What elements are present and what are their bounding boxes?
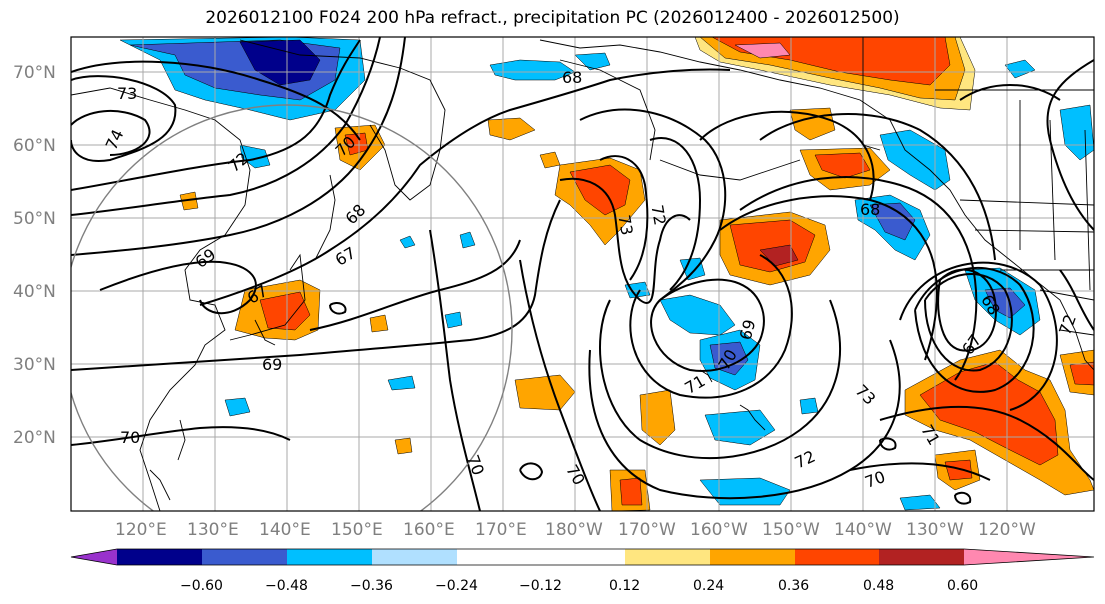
contour-label: 73 (614, 213, 636, 236)
range-circle (71, 104, 513, 511)
colorbar-tick-label: 0.12 (609, 578, 640, 594)
colorbar-tick-label: 0.60 (947, 578, 978, 594)
positive-precipitation-fills (179, 37, 1094, 511)
colorbar-segment (372, 549, 457, 565)
latitude-label: 50°N (13, 209, 56, 229)
colorbar-segment (710, 549, 795, 565)
longitude-label: 130°W (906, 520, 964, 540)
plot-area: 73 74 72 70 68 69 67 67 69 70 70 70 68 7… (71, 37, 1094, 511)
latitude-label: 40°N (13, 282, 56, 302)
longitude-label: 170°E (475, 520, 527, 540)
coastlines (71, 37, 1094, 511)
longitude-label: 150°E (331, 520, 383, 540)
colorbar-segment (117, 549, 202, 565)
colorbar-tick-label: 0.48 (863, 578, 894, 594)
refractivity-contours (71, 37, 1094, 511)
longitude-label: 120°E (115, 520, 167, 540)
map-title: 2026012100 F024 200 hPa refract., precip… (205, 8, 900, 28)
latitude-label: 60°N (13, 136, 56, 156)
latitude-label: 70°N (13, 63, 56, 83)
latitude-label: 30°N (13, 355, 56, 375)
contour-label: 68 (860, 200, 880, 219)
longitude-label: 160°E (403, 520, 455, 540)
longitude-label: 150°W (762, 520, 820, 540)
latitude-labels: 70°N 60°N 50°N 40°N 30°N 20°N (13, 63, 56, 448)
longitude-labels: 120°E 130°E 140°E 150°E 160°E 170°E 180°… (115, 520, 1036, 540)
colorbar-segment (287, 549, 372, 565)
colorbar-segment (879, 549, 964, 565)
contour-label: 73 (117, 84, 137, 103)
contour-label: 70 (120, 428, 140, 447)
contour-label: 69 (262, 355, 282, 374)
colorbar-segment (541, 549, 625, 565)
colorbar-segment (625, 549, 710, 565)
longitude-label: 170°W (618, 520, 676, 540)
colorbar-segment (795, 549, 879, 565)
colorbar-extend-low (71, 549, 117, 565)
longitude-label: 140°E (259, 520, 311, 540)
colorbar-tick-label: −0.60 (180, 578, 223, 594)
longitude-label: 180°W (545, 520, 603, 540)
colorbar-tick-label: 0.36 (778, 578, 809, 594)
longitude-label: 160°W (690, 520, 748, 540)
longitude-label: 130°E (187, 520, 239, 540)
map-frame (70, 36, 1095, 512)
colorbar-tick-label: −0.24 (435, 578, 478, 594)
colorbar-tick-label: −0.12 (519, 578, 562, 594)
contour-label: 69 (736, 317, 760, 342)
longitude-label: 140°W (834, 520, 892, 540)
contour-label: 68 (562, 68, 582, 87)
colorbar-tick-label: −0.48 (265, 578, 308, 594)
latitude-label: 20°N (13, 428, 56, 448)
colorbar-tick-label: 0.24 (693, 578, 724, 594)
colorbar-extend-high (964, 549, 1094, 565)
colorbar-segment (202, 549, 287, 565)
colorbar-segment (457, 549, 541, 565)
colorbar: −0.60 −0.48 −0.36 −0.24 −0.12 0.12 0.24 … (70, 548, 1095, 594)
contour-label: 72 (647, 203, 669, 226)
longitude-label: 120°W (978, 520, 1036, 540)
colorbar-tick-label: −0.36 (350, 578, 393, 594)
